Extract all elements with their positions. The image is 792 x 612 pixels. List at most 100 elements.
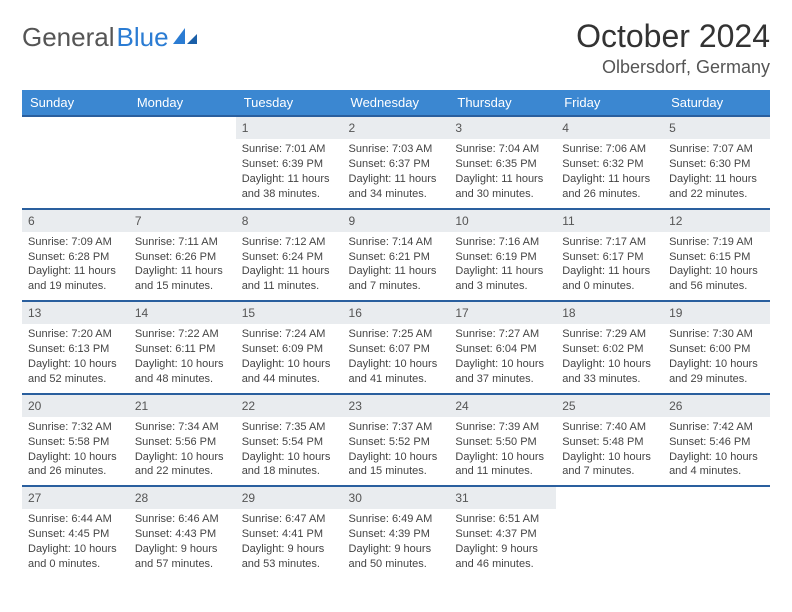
calendar-week-row: 13Sunrise: 7:20 AMSunset: 6:13 PMDayligh… — [22, 301, 770, 394]
sunrise-line: Sunrise: 7:40 AM — [562, 420, 657, 435]
daylight-line: Daylight: 10 hours and 4 minutes. — [669, 450, 764, 480]
calendar-week-row: 20Sunrise: 7:32 AMSunset: 5:58 PMDayligh… — [22, 394, 770, 487]
sunrise-line: Sunrise: 6:47 AM — [242, 512, 337, 527]
sunset-line: Sunset: 6:21 PM — [349, 250, 444, 265]
sunrise-line: Sunrise: 7:20 AM — [28, 327, 123, 342]
day-number: 6 — [22, 210, 129, 232]
day-number: 18 — [556, 302, 663, 324]
daylight-line: Daylight: 11 hours and 26 minutes. — [562, 172, 657, 202]
weekday-row: SundayMondayTuesdayWednesdayThursdayFrid… — [22, 90, 770, 116]
sunset-line: Sunset: 6:17 PM — [562, 250, 657, 265]
day-content: Sunrise: 7:11 AMSunset: 6:26 PMDaylight:… — [129, 232, 236, 300]
calendar-day-cell: 19Sunrise: 7:30 AMSunset: 6:00 PMDayligh… — [663, 301, 770, 394]
daylight-line: Daylight: 10 hours and 37 minutes. — [455, 357, 550, 387]
calendar-day-cell: 26Sunrise: 7:42 AMSunset: 5:46 PMDayligh… — [663, 394, 770, 487]
calendar-day-cell: 14Sunrise: 7:22 AMSunset: 6:11 PMDayligh… — [129, 301, 236, 394]
day-content: Sunrise: 7:32 AMSunset: 5:58 PMDaylight:… — [22, 417, 129, 485]
sunset-line: Sunset: 5:52 PM — [349, 435, 444, 450]
sunset-line: Sunset: 6:02 PM — [562, 342, 657, 357]
day-number: 2 — [343, 117, 450, 139]
calendar-day-cell: 29Sunrise: 6:47 AMSunset: 4:41 PMDayligh… — [236, 486, 343, 578]
sunset-line: Sunset: 5:46 PM — [669, 435, 764, 450]
sunset-line: Sunset: 4:45 PM — [28, 527, 123, 542]
calendar-day-cell — [129, 116, 236, 209]
day-content: Sunrise: 7:14 AMSunset: 6:21 PMDaylight:… — [343, 232, 450, 300]
sunrise-line: Sunrise: 7:19 AM — [669, 235, 764, 250]
calendar-day-cell: 28Sunrise: 6:46 AMSunset: 4:43 PMDayligh… — [129, 486, 236, 578]
calendar-day-cell: 31Sunrise: 6:51 AMSunset: 4:37 PMDayligh… — [449, 486, 556, 578]
daylight-line: Daylight: 11 hours and 15 minutes. — [135, 264, 230, 294]
daylight-line: Daylight: 11 hours and 7 minutes. — [349, 264, 444, 294]
sunset-line: Sunset: 5:58 PM — [28, 435, 123, 450]
day-number: 1 — [236, 117, 343, 139]
sunrise-line: Sunrise: 7:25 AM — [349, 327, 444, 342]
day-content: Sunrise: 7:16 AMSunset: 6:19 PMDaylight:… — [449, 232, 556, 300]
day-content: Sunrise: 7:17 AMSunset: 6:17 PMDaylight:… — [556, 232, 663, 300]
day-number: 31 — [449, 487, 556, 509]
daylight-line: Daylight: 10 hours and 15 minutes. — [349, 450, 444, 480]
day-content: Sunrise: 7:19 AMSunset: 6:15 PMDaylight:… — [663, 232, 770, 300]
daylight-line: Daylight: 11 hours and 11 minutes. — [242, 264, 337, 294]
daylight-line: Daylight: 10 hours and 33 minutes. — [562, 357, 657, 387]
day-number: 29 — [236, 487, 343, 509]
calendar-day-cell: 18Sunrise: 7:29 AMSunset: 6:02 PMDayligh… — [556, 301, 663, 394]
daylight-line: Daylight: 10 hours and 26 minutes. — [28, 450, 123, 480]
daylight-line: Daylight: 10 hours and 41 minutes. — [349, 357, 444, 387]
calendar-day-cell: 30Sunrise: 6:49 AMSunset: 4:39 PMDayligh… — [343, 486, 450, 578]
sunset-line: Sunset: 5:54 PM — [242, 435, 337, 450]
day-content: Sunrise: 7:35 AMSunset: 5:54 PMDaylight:… — [236, 417, 343, 485]
day-content: Sunrise: 7:42 AMSunset: 5:46 PMDaylight:… — [663, 417, 770, 485]
day-number: 4 — [556, 117, 663, 139]
calendar-day-cell — [22, 116, 129, 209]
sunrise-line: Sunrise: 7:32 AM — [28, 420, 123, 435]
sunset-line: Sunset: 6:35 PM — [455, 157, 550, 172]
daylight-line: Daylight: 11 hours and 34 minutes. — [349, 172, 444, 202]
sunset-line: Sunset: 5:50 PM — [455, 435, 550, 450]
day-number: 27 — [22, 487, 129, 509]
sunrise-line: Sunrise: 7:17 AM — [562, 235, 657, 250]
calendar-day-cell: 7Sunrise: 7:11 AMSunset: 6:26 PMDaylight… — [129, 209, 236, 302]
day-number: 26 — [663, 395, 770, 417]
day-content: Sunrise: 7:24 AMSunset: 6:09 PMDaylight:… — [236, 324, 343, 392]
weekday-header: Sunday — [22, 90, 129, 116]
day-content: Sunrise: 6:44 AMSunset: 4:45 PMDaylight:… — [22, 509, 129, 577]
calendar-day-cell — [556, 486, 663, 578]
sunrise-line: Sunrise: 7:14 AM — [349, 235, 444, 250]
sunset-line: Sunset: 6:19 PM — [455, 250, 550, 265]
daylight-line: Daylight: 10 hours and 7 minutes. — [562, 450, 657, 480]
day-number: 12 — [663, 210, 770, 232]
sunset-line: Sunset: 6:09 PM — [242, 342, 337, 357]
daylight-line: Daylight: 10 hours and 44 minutes. — [242, 357, 337, 387]
calendar-body: 1Sunrise: 7:01 AMSunset: 6:39 PMDaylight… — [22, 116, 770, 578]
calendar-day-cell: 20Sunrise: 7:32 AMSunset: 5:58 PMDayligh… — [22, 394, 129, 487]
daylight-line: Daylight: 9 hours and 53 minutes. — [242, 542, 337, 572]
calendar-day-cell: 11Sunrise: 7:17 AMSunset: 6:17 PMDayligh… — [556, 209, 663, 302]
calendar-day-cell — [663, 486, 770, 578]
daylight-line: Daylight: 11 hours and 22 minutes. — [669, 172, 764, 202]
sunrise-line: Sunrise: 7:11 AM — [135, 235, 230, 250]
day-number: 21 — [129, 395, 236, 417]
day-content: Sunrise: 7:34 AMSunset: 5:56 PMDaylight:… — [129, 417, 236, 485]
day-number: 14 — [129, 302, 236, 324]
daylight-line: Daylight: 9 hours and 46 minutes. — [455, 542, 550, 572]
sunset-line: Sunset: 6:26 PM — [135, 250, 230, 265]
calendar-day-cell: 2Sunrise: 7:03 AMSunset: 6:37 PMDaylight… — [343, 116, 450, 209]
day-number: 20 — [22, 395, 129, 417]
calendar-week-row: 6Sunrise: 7:09 AMSunset: 6:28 PMDaylight… — [22, 209, 770, 302]
sail-icon — [173, 22, 199, 53]
weekday-header: Saturday — [663, 90, 770, 116]
calendar-day-cell: 8Sunrise: 7:12 AMSunset: 6:24 PMDaylight… — [236, 209, 343, 302]
daylight-line: Daylight: 10 hours and 56 minutes. — [669, 264, 764, 294]
calendar-day-cell: 15Sunrise: 7:24 AMSunset: 6:09 PMDayligh… — [236, 301, 343, 394]
sunset-line: Sunset: 6:39 PM — [242, 157, 337, 172]
sunrise-line: Sunrise: 6:46 AM — [135, 512, 230, 527]
daylight-line: Daylight: 11 hours and 38 minutes. — [242, 172, 337, 202]
calendar-day-cell: 4Sunrise: 7:06 AMSunset: 6:32 PMDaylight… — [556, 116, 663, 209]
calendar-day-cell: 21Sunrise: 7:34 AMSunset: 5:56 PMDayligh… — [129, 394, 236, 487]
sunrise-line: Sunrise: 6:51 AM — [455, 512, 550, 527]
calendar-week-row: 1Sunrise: 7:01 AMSunset: 6:39 PMDaylight… — [22, 116, 770, 209]
calendar-thead: SundayMondayTuesdayWednesdayThursdayFrid… — [22, 90, 770, 116]
calendar-day-cell: 23Sunrise: 7:37 AMSunset: 5:52 PMDayligh… — [343, 394, 450, 487]
sunset-line: Sunset: 6:15 PM — [669, 250, 764, 265]
sunrise-line: Sunrise: 7:37 AM — [349, 420, 444, 435]
